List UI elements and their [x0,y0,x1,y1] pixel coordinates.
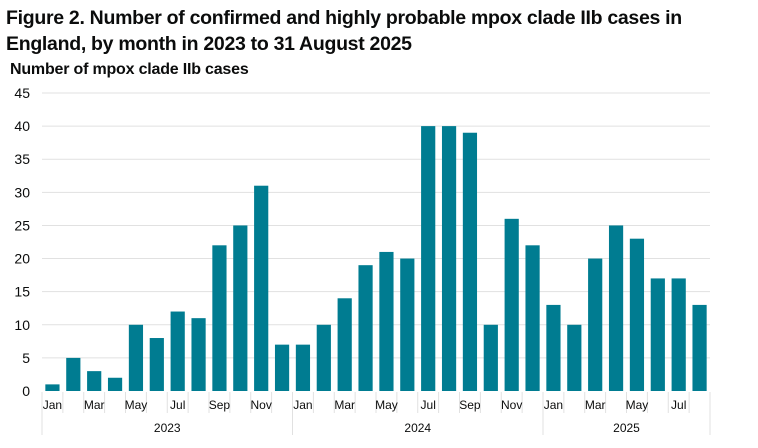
y-axis-label: Number of mpox clade IIb cases [10,61,249,78]
x-tick-label: Mar [334,398,355,412]
bar: Aug 2025: 13 [692,304,707,391]
bar: Feb 2023: 5 [66,357,81,391]
chart-title: Figure 2. Number of confirmed and highly… [6,7,682,55]
bar: Oct 2024: 10 [483,324,498,391]
x-tick-label: Jan [293,398,312,412]
x-tick-label: Sep [209,398,231,412]
bar: Nov 2023: 31 [254,185,269,391]
year-label: 2023 [154,421,181,435]
bar: May 2024: 21 [379,251,394,391]
year-label: 2025 [613,421,640,435]
bar: Oct 2023: 25 [233,225,248,391]
x-tick-label: Jul [671,398,686,412]
bar: Mar 2025: 20 [588,258,603,391]
bar: Aug 2024: 40 [441,126,457,391]
bar: Dec 2024: 22 [525,245,540,391]
bar: Apr 2025: 25 [608,225,624,391]
bar: Jul 2025: 17 [671,278,686,391]
bar: Nov 2024: 26 [504,218,519,391]
bar: Aug 2023: 11 [191,318,206,391]
y-tick-label: 5 [22,350,30,366]
y-tick-label: 25 [14,217,30,233]
bar: Mar 2023: 3 [87,371,102,391]
y-tick-label: 35 [14,151,30,167]
x-tick-label: May [626,398,649,412]
bar: Apr 2023: 2 [107,377,123,391]
x-tick-label: Nov [251,398,272,412]
bar: Feb 2025: 10 [567,324,582,391]
bar: Apr 2024: 19 [358,265,373,391]
bar: Jun 2024: 20 [400,258,415,391]
y-tick-label: 0 [22,383,30,399]
x-tick-label: Jan [544,398,563,412]
bar: Jun 2023: 8 [149,338,164,391]
x-tick-label: Nov [501,398,522,412]
y-tick-label: 10 [14,317,30,333]
bar: Jul 2024: 40 [421,126,436,391]
x-tick-label: Jul [421,398,436,412]
y-tick-label: 20 [14,251,30,267]
bar: May 2025: 23 [629,238,645,391]
x-tick-label: May [125,398,148,412]
bar: May 2023: 10 [128,324,144,391]
x-tick-label: May [375,398,398,412]
bar: Sep 2023: 22 [212,245,227,391]
bar: Jul 2023: 12 [170,311,185,391]
x-tick-label: Mar [585,398,606,412]
bar: Jan 2025: 13 [546,304,561,391]
x-tick-label: Mar [84,398,105,412]
x-tick-label: Jul [170,398,185,412]
y-tick-label: 30 [14,184,30,200]
bar: Feb 2024: 10 [316,324,331,391]
y-tick-label: 45 [14,85,30,101]
bar: Dec 2023: 7 [274,344,290,391]
y-tick-label: 40 [14,118,30,134]
bar: Jan 2024: 7 [295,344,311,391]
bar: Mar 2024: 14 [337,298,352,391]
year-label: 2024 [404,421,431,435]
bar: Sep 2024: 39 [462,132,478,391]
x-tick-label: Sep [459,398,481,412]
bar: Jan 2023: 1 [45,384,60,391]
x-tick-label: Jan [43,398,62,412]
bar: Jun 2025: 17 [650,278,665,391]
y-tick-label: 15 [14,284,30,300]
